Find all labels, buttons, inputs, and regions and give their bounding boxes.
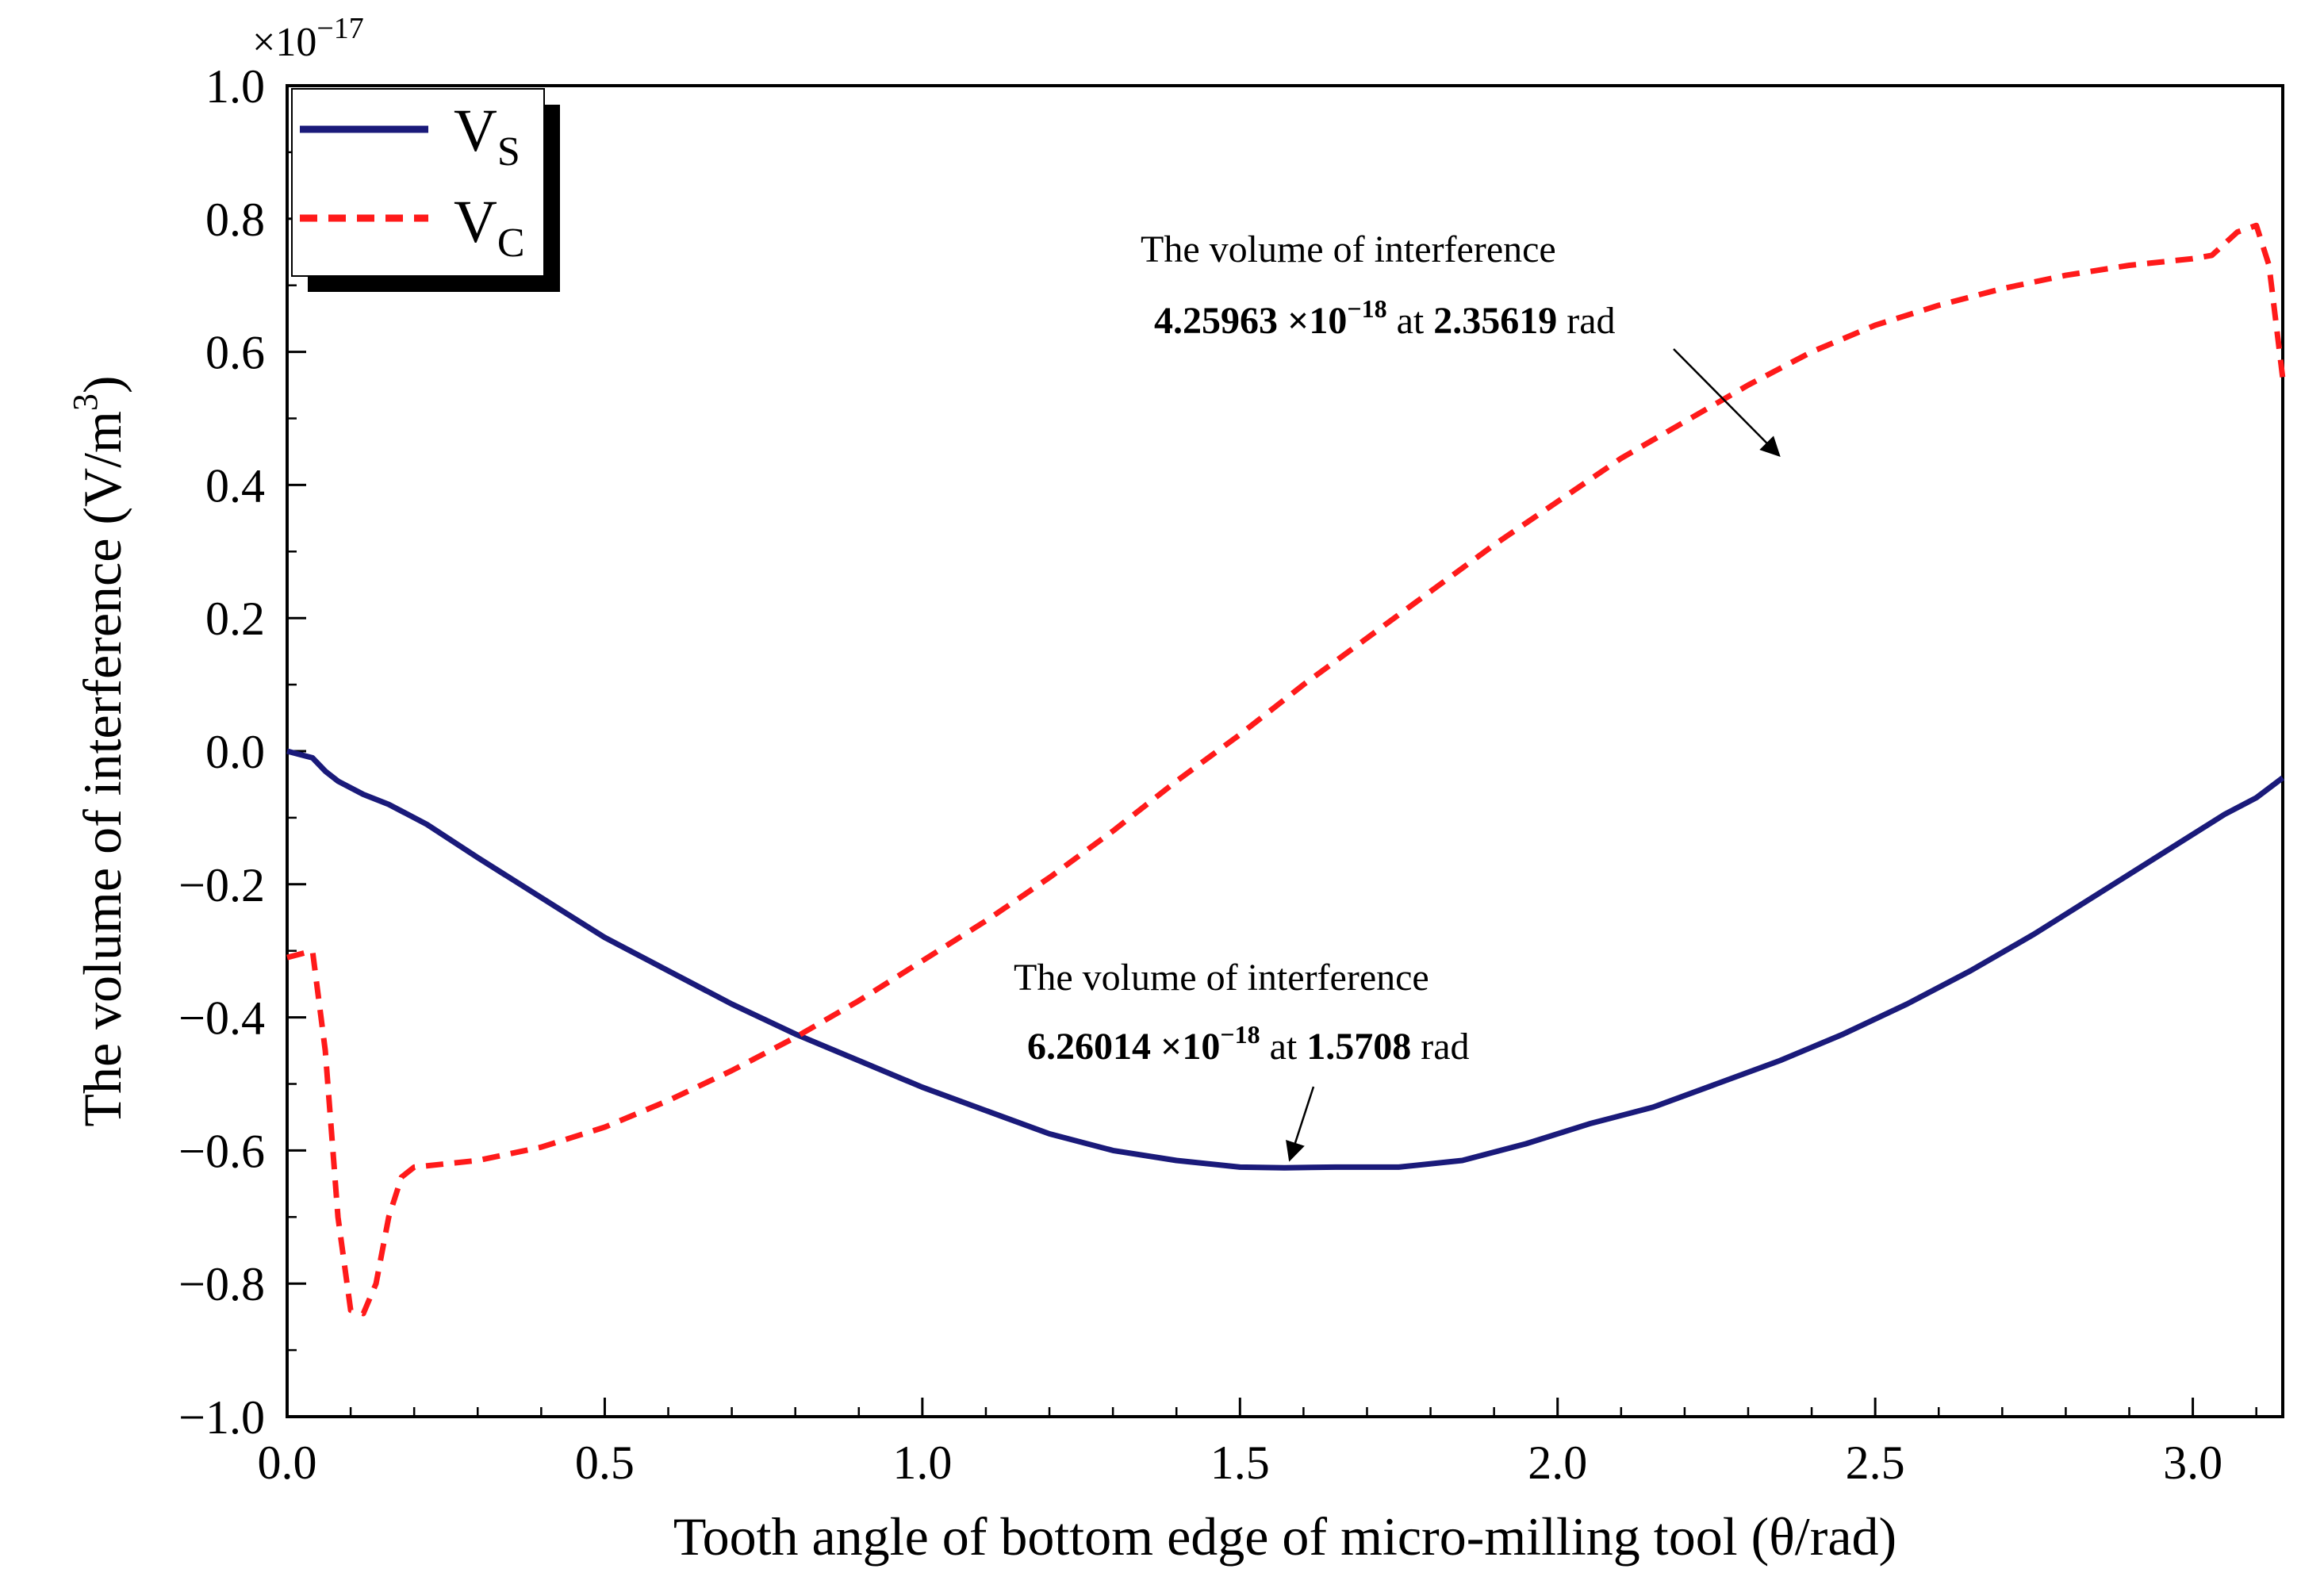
y-tick-label: 0.4 — [205, 459, 265, 512]
x-tick-label: 2.0 — [1528, 1436, 1587, 1489]
y-tick-label: −1.0 — [178, 1391, 265, 1444]
annotation-vs: The volume of interference 6.26014 ×10−1… — [1014, 957, 1470, 1162]
y-multiplier: ×10−17 — [252, 12, 364, 65]
annotation-vc-line1: The volume of interference — [1141, 228, 1556, 270]
legend-label-vs: VS — [454, 98, 520, 175]
x-axis-title: Tooth angle of bottom edge of micro-mill… — [673, 1506, 1896, 1567]
y-tick-label: 0.6 — [205, 327, 265, 379]
series-line-vs — [286, 748, 2285, 1171]
series-line-vc — [286, 222, 2286, 1317]
annotation-vc-line2: 4.25963 ×10−18 at 2.35619 rad — [1154, 294, 1616, 342]
legend-label-vc: VC — [454, 189, 525, 266]
x-tick-label: 0.0 — [258, 1436, 317, 1489]
y-axis-ticks: −1.0 −0.8 −0.6 −0.4 −0.2 0.0 0.2 0.4 0.6 0.8 1.0 — [178, 60, 306, 1444]
x-tick-label: 2.5 — [1846, 1436, 1905, 1489]
plot-frame — [286, 84, 2284, 1418]
annotation-vs-arrow — [1286, 1086, 1315, 1162]
annotation-vs-line2: 6.26014 ×10−18 at 1.5708 rad — [1027, 1020, 1470, 1068]
x-tick-label: 0.5 — [575, 1436, 635, 1489]
x-tick-label: 1.0 — [892, 1436, 952, 1489]
y-tick-label: −0.6 — [178, 1125, 265, 1177]
annotation-vs-line1: The volume of interference — [1014, 957, 1429, 999]
legend-box — [291, 88, 545, 277]
y-tick-label: 0.8 — [205, 194, 265, 246]
annotation-vc-arrow — [1673, 348, 1781, 458]
legend: VS VC — [291, 88, 560, 292]
legend-item-vc: VC — [300, 189, 525, 266]
y-axis-title: The volume of interference (V/m3) — [66, 375, 132, 1126]
y-tick-label: −0.4 — [178, 992, 265, 1045]
y-tick-label: 1.0 — [205, 60, 265, 113]
legend-item-vs: VS — [300, 98, 520, 175]
series-layer — [286, 222, 2286, 1317]
y-tick-label: 0.2 — [205, 593, 265, 645]
x-axis-ticks: 0.0 0.5 1.0 1.5 2.0 2.5 3.0 — [258, 1398, 2257, 1489]
y-tick-label: 0.0 — [205, 726, 265, 778]
annotation-vc: The volume of interference 4.25963 ×10−1… — [1141, 228, 1781, 458]
x-tick-label: 1.5 — [1210, 1436, 1270, 1489]
x-tick-label: 3.0 — [2163, 1436, 2222, 1489]
y-tick-label: −0.2 — [178, 859, 265, 911]
y-tick-label: −0.8 — [178, 1258, 265, 1310]
